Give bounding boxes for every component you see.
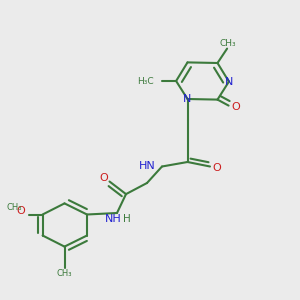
- Text: CH₃: CH₃: [6, 202, 22, 211]
- Text: O: O: [212, 163, 221, 173]
- Text: H₃C: H₃C: [137, 76, 154, 85]
- Text: CH₃: CH₃: [219, 39, 236, 48]
- Text: NH: NH: [105, 214, 122, 224]
- Text: CH₃: CH₃: [57, 269, 72, 278]
- Text: O: O: [16, 206, 26, 217]
- Text: O: O: [232, 102, 241, 112]
- Text: N: N: [183, 94, 192, 104]
- Text: N: N: [225, 76, 233, 87]
- Text: H: H: [123, 214, 130, 224]
- Text: HN: HN: [139, 160, 156, 171]
- Text: O: O: [100, 173, 109, 183]
